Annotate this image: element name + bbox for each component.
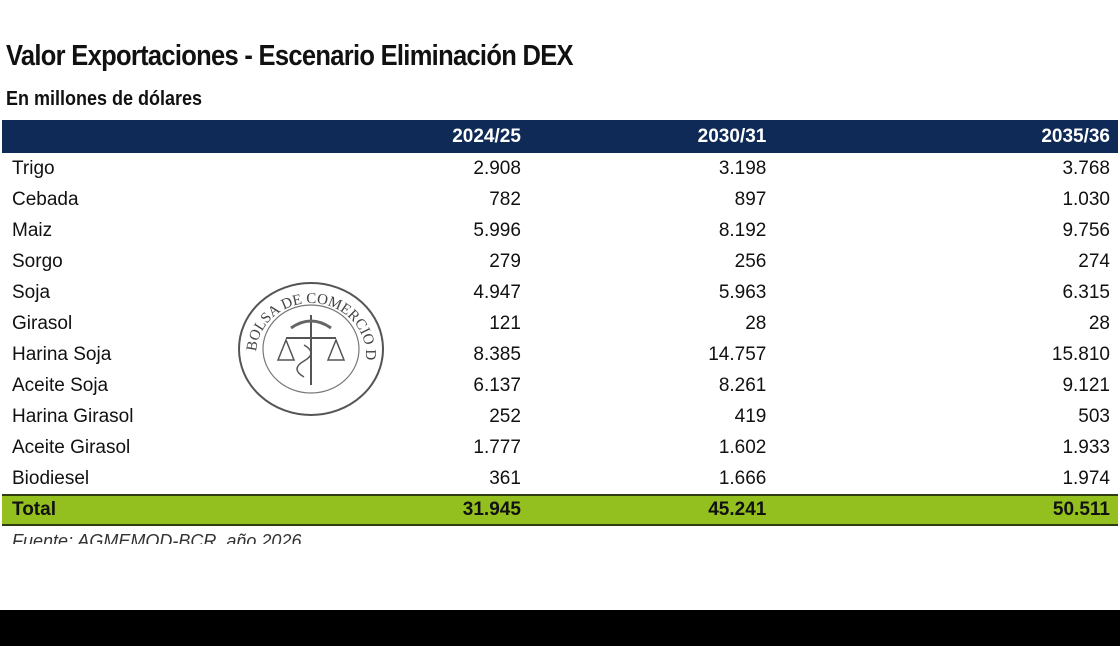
cell-2035-36: 1.030 <box>1062 188 1110 210</box>
row-label: Cebada <box>12 188 79 210</box>
table-row: Aceite Girasol 1.777 1.602 1.933 <box>2 432 1118 463</box>
page: Valor Exportaciones - Escenario Eliminac… <box>0 0 1120 610</box>
row-label-and-2024-25: Harina Girasol 252 <box>2 401 521 432</box>
cell-2035-36: 9.121 <box>1062 374 1110 396</box>
exports-table: 2024/25 2030/31 2035/36 Trigo 2.908 3.198 3… <box>2 120 1118 526</box>
row-label: Harina Girasol <box>12 405 134 427</box>
cell-2030-31: 1.666 <box>718 467 767 489</box>
page-subtitle: En millones de dólares <box>6 88 203 110</box>
total-row: Total 31.945 45.241 50.511 <box>2 494 1118 526</box>
cell-2030-31: 8.192 <box>718 219 767 241</box>
row-label: Aceite Soja <box>12 374 109 396</box>
row-label: Total <box>12 499 56 520</box>
row-label: Soja <box>12 281 51 303</box>
row-label-and-2024-25: Biodiesel 361 <box>2 463 521 495</box>
cell-2030-31: 5.963 <box>718 281 767 303</box>
table-row: Maiz 5.996 8.192 9.756 <box>2 215 1118 246</box>
row-label: Aceite Girasol <box>12 436 131 458</box>
cell-2035-36: 9.756 <box>1062 219 1110 241</box>
table-row: Trigo 2.908 3.198 3.768 <box>2 153 1118 184</box>
table-row: Sorgo 279 256 274 <box>2 246 1118 277</box>
cell-2030-31: 8.261 <box>718 374 767 396</box>
cell-2030-31: 45.241 <box>520 494 767 526</box>
cell-2035-36: 15.810 <box>1051 343 1110 365</box>
cell-2024-25: 8.385 <box>473 343 521 365</box>
cell-2035-36: 503 <box>1078 405 1110 427</box>
cell-2024-25: 6.137 <box>473 374 521 396</box>
cell-2035-36: 3.768 <box>1062 157 1110 179</box>
table-row: Soja 4.947 5.963 6.315 <box>2 277 1118 308</box>
row-label: Trigo <box>12 157 55 179</box>
cell-2024-25: 782 <box>489 188 521 210</box>
cell-2035-36: 274 <box>1078 250 1110 272</box>
row-label-and-2024-25: Soja 4.947 <box>2 277 521 308</box>
row-label-and-2024-25: Sorgo 279 <box>2 246 521 277</box>
table-row: Cebada 782 897 1.030 <box>2 184 1118 215</box>
cell-2035-36: 28 <box>1088 312 1110 334</box>
column-header: 2035/36 <box>766 120 1118 153</box>
row-label-and-2024-25: Girasol 121 <box>2 308 521 339</box>
row-label-and-2024-25: Trigo 2.908 <box>2 153 521 184</box>
cell-2030-31: 14.757 <box>708 343 767 365</box>
table-header-row: 2024/25 2030/31 2035/36 <box>2 120 1118 153</box>
row-label: Maiz <box>12 219 53 241</box>
column-header: 2030/31 <box>520 120 767 153</box>
cell-2024-25: 4.947 <box>473 281 521 303</box>
row-label-and-2024-25: Maiz 5.996 <box>2 215 521 246</box>
table-row: Aceite Soja 6.137 8.261 9.121 <box>2 370 1118 401</box>
cell-2030-31: 419 <box>734 405 767 427</box>
row-label-and-2024-25: Cebada 782 <box>2 184 521 215</box>
cell-2024-25: 252 <box>489 405 521 427</box>
row-label: Biodiesel <box>12 467 90 489</box>
cell-2024-25: 31.945 <box>462 499 521 520</box>
cell-2024-25: 279 <box>489 250 521 272</box>
row-label-and-2024-25: Aceite Girasol 1.777 <box>2 432 521 463</box>
cell-2030-31: 256 <box>734 250 767 272</box>
cell-2030-31: 28 <box>745 312 767 334</box>
row-label-and-2024-25: Total 31.945 <box>2 494 521 526</box>
bcr-seal-logo: BOLSA DE COMERCIO DE ROSARIO <box>236 280 384 416</box>
cell-2024-25: 2.908 <box>473 157 521 179</box>
cell-2024-25: 5.996 <box>473 219 521 241</box>
cell-2035-36: 6.315 <box>1062 281 1110 303</box>
row-label-and-2024-25: Aceite Soja 6.137 <box>2 370 521 401</box>
source-note: Fuente: AGMEMOD-BCR, año 2026 <box>12 531 302 544</box>
column-header: 2024/25 <box>2 120 521 153</box>
row-label: Girasol <box>12 312 73 334</box>
row-label: Harina Soja <box>12 343 112 365</box>
cell-2035-36: 50.511 <box>766 494 1118 526</box>
row-label-and-2024-25: Harina Soja 8.385 <box>2 339 521 370</box>
cell-2030-31: 3.198 <box>718 157 767 179</box>
cell-2035-36: 1.933 <box>1062 436 1110 458</box>
row-label: Sorgo <box>12 250 63 272</box>
table-row: Girasol 121 28 28 <box>2 308 1118 339</box>
cell-2030-31: 1.602 <box>718 436 767 458</box>
cell-2035-36: 1.974 <box>1062 467 1110 489</box>
cell-2024-25: 361 <box>489 467 521 489</box>
cell-2024-25: 1.777 <box>473 436 521 458</box>
table-row: Biodiesel 361 1.666 1.974 <box>2 463 1118 495</box>
table-row: Harina Girasol 252 419 503 <box>2 401 1118 432</box>
cell-2030-31: 897 <box>734 188 767 210</box>
page-title: Valor Exportaciones - Escenario Eliminac… <box>6 40 574 72</box>
cell-2024-25: 121 <box>489 312 521 334</box>
table-row: Harina Soja 8.385 14.757 15.810 <box>2 339 1118 370</box>
